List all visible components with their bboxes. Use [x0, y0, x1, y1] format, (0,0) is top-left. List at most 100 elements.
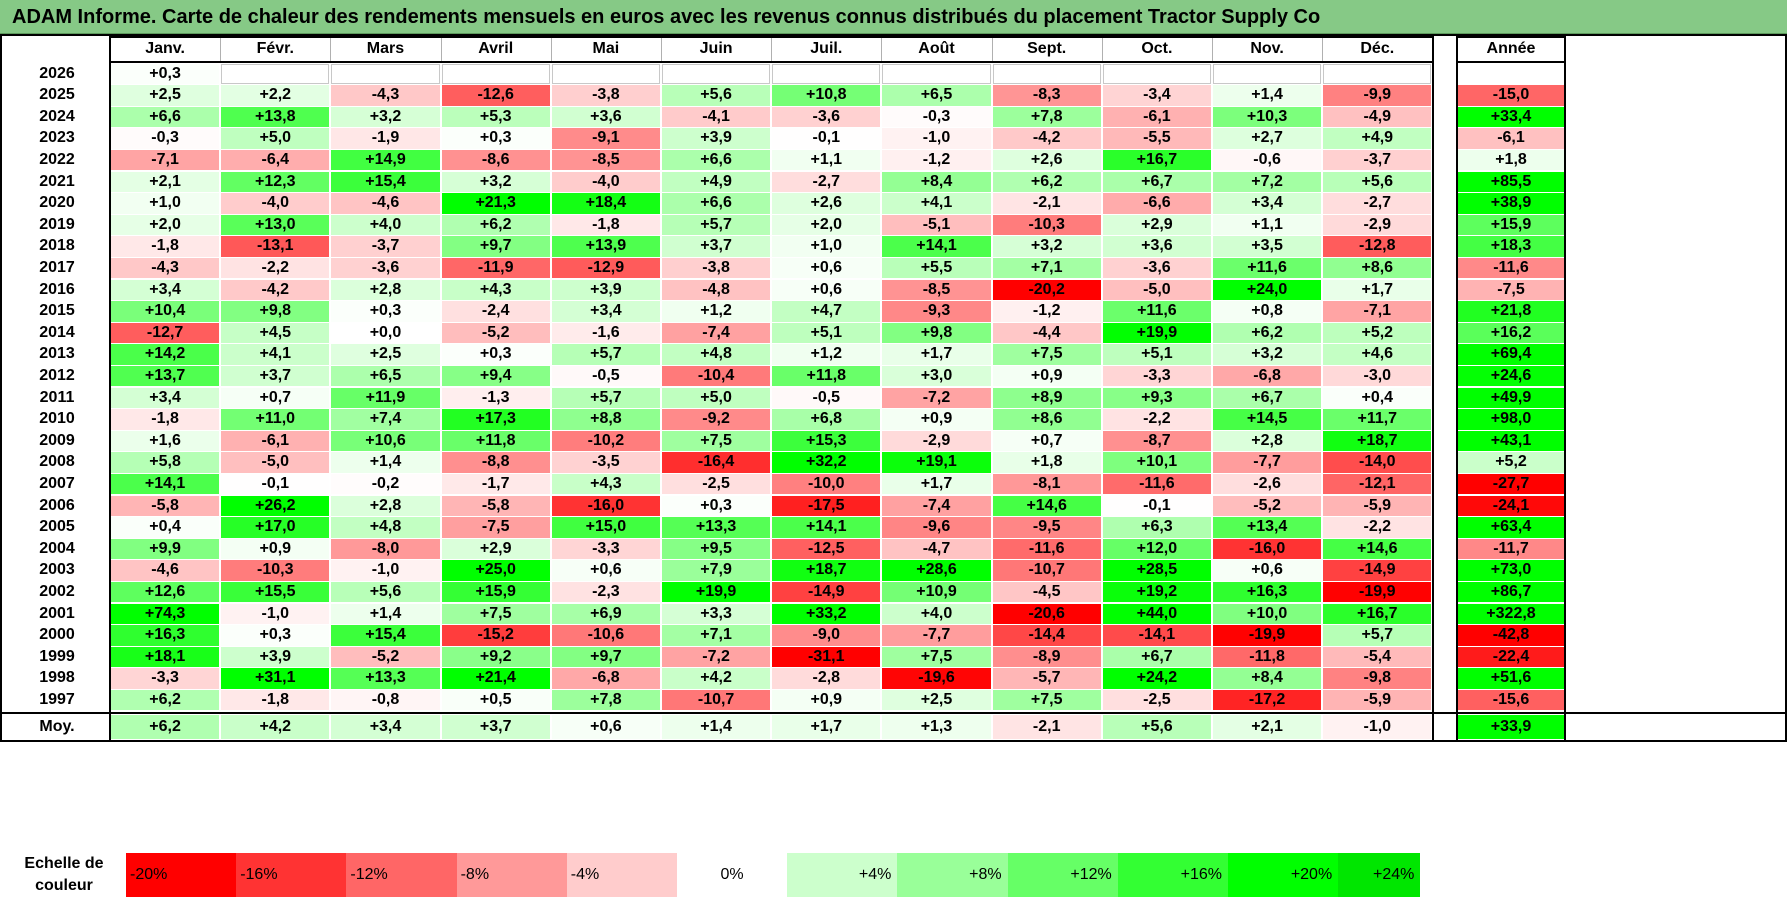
heatmap-cell: -3,3	[551, 538, 660, 560]
heatmap-cell: +11,6	[1102, 301, 1211, 322]
heatmap-cell: +2,8	[1213, 430, 1322, 452]
heatmap-cell: -12,5	[772, 538, 881, 560]
month-header: Juil.	[810, 40, 843, 57]
heatmap-cell: +9,7	[441, 236, 550, 257]
heatmap-cell: -0,3	[111, 128, 220, 149]
heatmap-cell: +5,5	[882, 257, 991, 279]
heatmap-cell: -20,6	[992, 603, 1101, 625]
heatmap-cell: +5,7	[1323, 625, 1432, 646]
heatmap-cell: -12,9	[551, 257, 660, 279]
heatmap-cell: -8,0	[331, 538, 440, 560]
heatmap-cell: +10,0	[1213, 603, 1322, 625]
heatmap-cell: +13,3	[662, 517, 771, 538]
heatmap-cell: +18,7	[1323, 430, 1432, 452]
heatmap-cell: +4,5	[221, 322, 330, 344]
heatmap-cell: +6,2	[441, 214, 550, 236]
heatmap-cell: +1,8	[992, 452, 1101, 473]
year-label: 2011	[39, 388, 75, 406]
heatmap-cell: -3,6	[772, 106, 881, 128]
heatmap-cell: -9,6	[882, 517, 991, 538]
month-header: Juin	[699, 40, 733, 57]
average-cell: +6,2	[111, 715, 220, 739]
heatmap-cell: +6,5	[882, 85, 991, 106]
heatmap-cell: +28,6	[882, 560, 991, 581]
column-divider	[881, 36, 883, 62]
average-cell: +1,7	[772, 715, 881, 739]
heatmap-cell: +2,1	[111, 171, 220, 193]
year-label: 2020	[39, 194, 75, 212]
month-header: Janv.	[145, 40, 185, 57]
average-label: Moy.	[39, 718, 75, 735]
heatmap-cell: +1,2	[772, 344, 881, 365]
average-cell: +0,6	[551, 715, 660, 739]
year-label: 1999	[39, 647, 75, 665]
heatmap-cell: +18,7	[772, 560, 881, 581]
heatmap-cell: -3,6	[331, 257, 440, 279]
year-label: 2012	[39, 366, 75, 384]
heatmap-cell: +32,2	[772, 452, 881, 473]
heatmap-cell: -20,2	[992, 279, 1101, 301]
heatmap-cell: +5,1	[1102, 344, 1211, 365]
color-scale-stop: +24%	[1338, 853, 1421, 897]
heatmap-cell: -3,3	[1102, 365, 1211, 387]
heatmap-cell: +2,0	[111, 214, 220, 236]
heatmap-cell: +0,3	[441, 344, 550, 365]
heatmap-cell: +13,9	[551, 236, 660, 257]
heatmap-cell: -8,8	[441, 452, 550, 473]
heatmap-cell: -31,1	[772, 646, 881, 668]
heatmap-cell: -14,0	[1323, 452, 1432, 473]
heatmap-cell: +15,0	[551, 517, 660, 538]
average-cell: +3,4	[331, 715, 440, 739]
heatmap-cell: -4,2	[992, 128, 1101, 149]
heatmap-cell: +3,0	[882, 365, 991, 387]
heatmap-cell: -7,7	[882, 625, 991, 646]
heatmap-cell: +1,7	[882, 344, 991, 365]
heatmap-cell: -4,7	[882, 538, 991, 560]
heatmap-cell: -0,1	[772, 128, 881, 149]
heatmap-cell: +14,6	[992, 495, 1101, 517]
heatmap-cell: +13,7	[111, 365, 220, 387]
annual-cell: +43,1	[1458, 430, 1564, 452]
year-label: 2017	[39, 258, 75, 276]
year-label: 2005	[39, 518, 75, 536]
heatmap-cell: -5,2	[441, 322, 550, 344]
heatmap-cell: +3,4	[551, 301, 660, 322]
heatmap-cell: +7,9	[662, 560, 771, 581]
annual-cell: +322,8	[1458, 603, 1564, 625]
heatmap-cell: +1,1	[772, 149, 881, 171]
heatmap-cell: +8,4	[882, 171, 991, 193]
heatmap-cell: +3,4	[111, 387, 220, 409]
average-cell: +2,1	[1213, 715, 1322, 739]
heatmap-cell: -16,0	[1213, 538, 1322, 560]
heatmap-cell: +6,6	[662, 149, 771, 171]
heatmap-cell: -2,5	[662, 473, 771, 495]
heatmap-cell: -7,2	[662, 646, 771, 668]
heatmap-cell: +12,0	[1102, 538, 1211, 560]
heatmap-cell: -1,8	[221, 689, 330, 711]
heatmap-cell: +9,8	[221, 301, 330, 322]
heatmap-cell: +1,0	[772, 236, 881, 257]
heatmap-cell: +0,0	[331, 322, 440, 344]
heatmap-cell: -8,7	[1102, 430, 1211, 452]
year-label: 2009	[39, 431, 75, 449]
heatmap-cell: +2,5	[882, 689, 991, 711]
heatmap-cell: -2,2	[1102, 409, 1211, 430]
heatmap-cell: -19,6	[882, 668, 991, 689]
heatmap-cell: +4,6	[1323, 344, 1432, 365]
color-scale-stop: 0%	[677, 853, 788, 897]
heatmap-cell: -14,9	[1323, 560, 1432, 581]
average-cell: +1,3	[882, 715, 991, 739]
heatmap-cell: -11,6	[992, 538, 1101, 560]
color-scale-label-line1: Echelle de	[24, 855, 104, 872]
heatmap-cell: +2,5	[331, 344, 440, 365]
heatmap-cell: -6,1	[221, 430, 330, 452]
column-divider	[220, 36, 222, 62]
heatmap-cell: +0,4	[111, 517, 220, 538]
annual-cell: -15,6	[1458, 689, 1564, 711]
heatmap-cell: +11,8	[772, 365, 881, 387]
annual-cell: +16,2	[1458, 322, 1564, 344]
heatmap-cell: +0,6	[1213, 560, 1322, 581]
heatmap-cell	[1323, 63, 1432, 85]
heatmap-cell	[662, 63, 771, 85]
color-scale-label-line2: couleur	[35, 877, 93, 894]
